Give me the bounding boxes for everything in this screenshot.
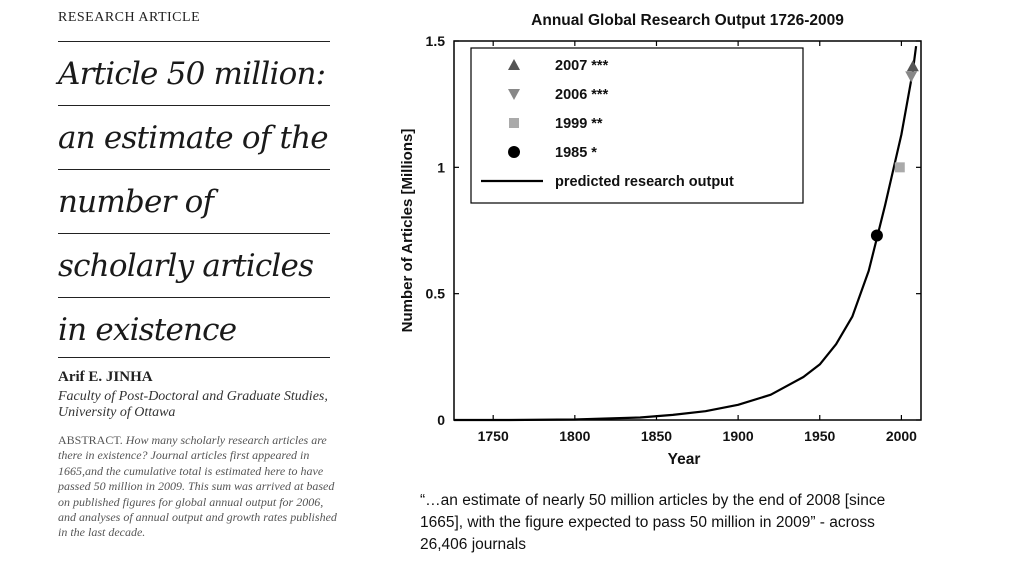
legend-label: 2006 *** xyxy=(555,87,609,103)
y-tick-label: 1 xyxy=(437,159,445,175)
x-tick-label: 1800 xyxy=(559,428,590,444)
data-point-circle xyxy=(870,229,883,242)
y-tick-label: 0 xyxy=(437,412,445,428)
legend-label: 1999 ** xyxy=(555,116,603,132)
abstract-text: How many scholarly research articles are… xyxy=(58,433,337,540)
legend-label: 2007 *** xyxy=(555,58,609,74)
legend-label: 1985 * xyxy=(555,145,597,161)
legend-marker-triangle-down xyxy=(508,89,520,100)
legend-marker-circle xyxy=(508,146,520,158)
article-kicker: RESEARCH ARTICLE xyxy=(58,10,201,25)
x-tick-label: 1850 xyxy=(641,428,672,444)
x-tick-label: 2000 xyxy=(886,428,917,444)
title-bottom-rule xyxy=(58,357,330,358)
x-axis-label: Year xyxy=(668,451,701,468)
x-tick-label: 1950 xyxy=(804,428,835,444)
title-line-5: in existence xyxy=(58,297,330,361)
legend-label: predicted research output xyxy=(555,174,734,190)
title-line-3: number of xyxy=(58,169,330,233)
title-line-4: scholarly articles xyxy=(58,233,330,297)
research-output-chart: Annual Global Research Output 1726-2009 1… xyxy=(399,12,922,468)
y-tick-label: 0.5 xyxy=(426,286,446,302)
author-name: Arif E. JINHA xyxy=(58,369,153,385)
data-point-square xyxy=(894,162,905,173)
abstract-label: ABSTRACT. xyxy=(58,433,123,447)
legend-marker-triangle-up xyxy=(508,59,520,70)
title-line-1: Article 50 million: xyxy=(58,41,330,105)
abstract: ABSTRACT. How many scholarly research ar… xyxy=(58,433,343,541)
title-line-2: an estimate of the xyxy=(58,105,330,169)
quote-text: “…an estimate of nearly 50 million artic… xyxy=(420,492,886,553)
data-point-triangle-up xyxy=(906,60,919,72)
legend-box xyxy=(470,47,804,204)
x-tick-label: 1750 xyxy=(478,428,509,444)
plot-frame xyxy=(453,40,922,421)
y-axis-label: Number of Articles [Millions] xyxy=(399,129,416,333)
y-tick-label: 1.5 xyxy=(426,33,446,49)
x-tick-label: 1900 xyxy=(723,428,754,444)
data-point-triangle-down xyxy=(905,71,918,83)
legend-marker-square xyxy=(509,118,519,128)
predicted-output-curve xyxy=(454,45,918,422)
author-affiliation: Faculty of Post-Doctoral and Graduate St… xyxy=(58,389,328,420)
chart-title: Annual Global Research Output 1726-2009 xyxy=(531,12,844,29)
